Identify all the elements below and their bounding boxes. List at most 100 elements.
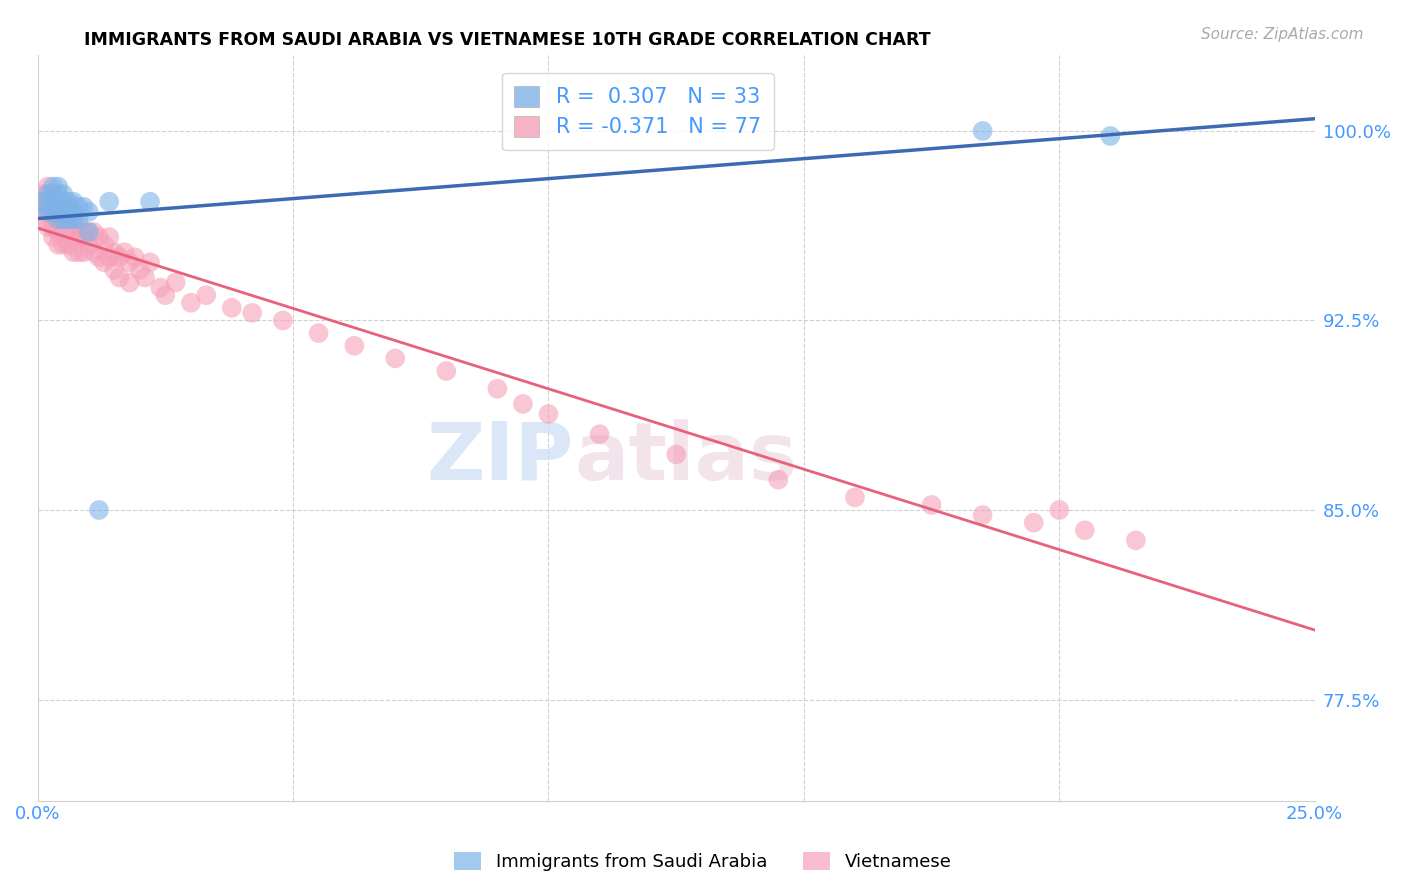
Point (52, 187, 75, 202)
Point (52, 237, 75, 252)
Point (37, 200, 59, 214)
Point (58, 212, 80, 227)
Point (67, 230, 90, 244)
Text: Source: ZipAtlas.com: Source: ZipAtlas.com (1201, 27, 1364, 42)
Point (83, 225, 105, 239)
Point (77, 225, 100, 239)
Point (31, 212, 53, 227)
Point (42, 179, 65, 194)
Point (98, 194, 121, 209)
Point (42, 212, 65, 227)
Point (62, 204, 84, 219)
Point (124, 250, 146, 264)
Point (46, 187, 69, 202)
Point (1022, 516, 1045, 530)
Point (972, 124, 994, 138)
Point (1125, 533, 1147, 548)
Point (77, 204, 100, 219)
Point (271, 313, 294, 327)
Point (103, 245, 125, 260)
Point (343, 339, 366, 353)
Point (73, 200, 96, 214)
Point (134, 270, 156, 285)
Point (67, 245, 90, 260)
Point (62, 212, 84, 227)
Point (31, 187, 53, 202)
Point (665, 447, 688, 461)
Point (67, 219, 90, 234)
Point (58, 237, 80, 252)
Point (149, 280, 172, 294)
Point (384, 351, 406, 366)
Point (139, 194, 162, 209)
Point (37, 187, 59, 202)
Point (114, 245, 136, 260)
Point (1047, 503, 1070, 517)
Point (62, 230, 84, 244)
Point (58, 200, 80, 214)
Point (165, 276, 187, 290)
Point (434, 364, 457, 378)
Point (118, 276, 141, 290)
Point (58, 204, 80, 219)
Text: ZIP: ZIP (427, 418, 574, 497)
Point (46, 204, 69, 219)
Point (58, 225, 80, 239)
Point (37, 204, 59, 219)
Point (58, 212, 80, 227)
Point (768, 473, 790, 487)
Point (1074, 523, 1097, 537)
Point (42, 219, 65, 234)
Point (77, 237, 100, 252)
Point (67, 212, 90, 227)
Point (155, 288, 177, 302)
Point (46, 212, 69, 227)
Point (1099, 128, 1122, 143)
Point (221, 301, 243, 315)
Point (46, 212, 69, 227)
Point (42, 230, 65, 244)
Point (195, 288, 218, 302)
Point (87, 503, 110, 517)
Legend: Immigrants from Saudi Arabia, Vietnamese: Immigrants from Saudi Arabia, Vietnamese (447, 845, 959, 879)
Point (77, 225, 100, 239)
Point (31, 200, 53, 214)
Point (46, 204, 69, 219)
Point (139, 255, 162, 269)
Point (52, 225, 75, 239)
Point (62, 194, 84, 209)
Point (31, 194, 53, 209)
Point (37, 219, 59, 234)
Point (98, 250, 121, 264)
Point (180, 295, 202, 310)
Point (37, 204, 59, 219)
Point (308, 326, 330, 340)
Point (62, 212, 84, 227)
Point (240, 306, 263, 320)
Point (46, 225, 69, 239)
Point (73, 230, 96, 244)
Point (42, 204, 65, 219)
Point (486, 382, 509, 396)
Point (83, 245, 105, 260)
Point (103, 263, 125, 277)
Point (87, 230, 110, 244)
Point (37, 194, 59, 209)
Point (42, 187, 65, 202)
Point (512, 397, 534, 411)
Point (93, 237, 115, 252)
Point (73, 225, 96, 239)
Text: IMMIGRANTS FROM SAUDI ARABIA VS VIETNAMESE 10TH GRADE CORRELATION CHART: IMMIGRANTS FROM SAUDI ARABIA VS VIETNAME… (84, 31, 931, 49)
Point (62, 245, 84, 260)
Point (128, 263, 150, 277)
Point (52, 194, 75, 209)
Point (537, 407, 560, 421)
Point (73, 245, 96, 260)
Point (118, 255, 141, 269)
Legend: R =  0.307   N = 33, R = -0.371   N = 77: R = 0.307 N = 33, R = -0.371 N = 77 (502, 73, 773, 150)
Point (588, 427, 610, 442)
Point (37, 179, 59, 194)
Point (844, 491, 866, 505)
Text: atlas: atlas (574, 418, 797, 497)
Point (98, 230, 121, 244)
